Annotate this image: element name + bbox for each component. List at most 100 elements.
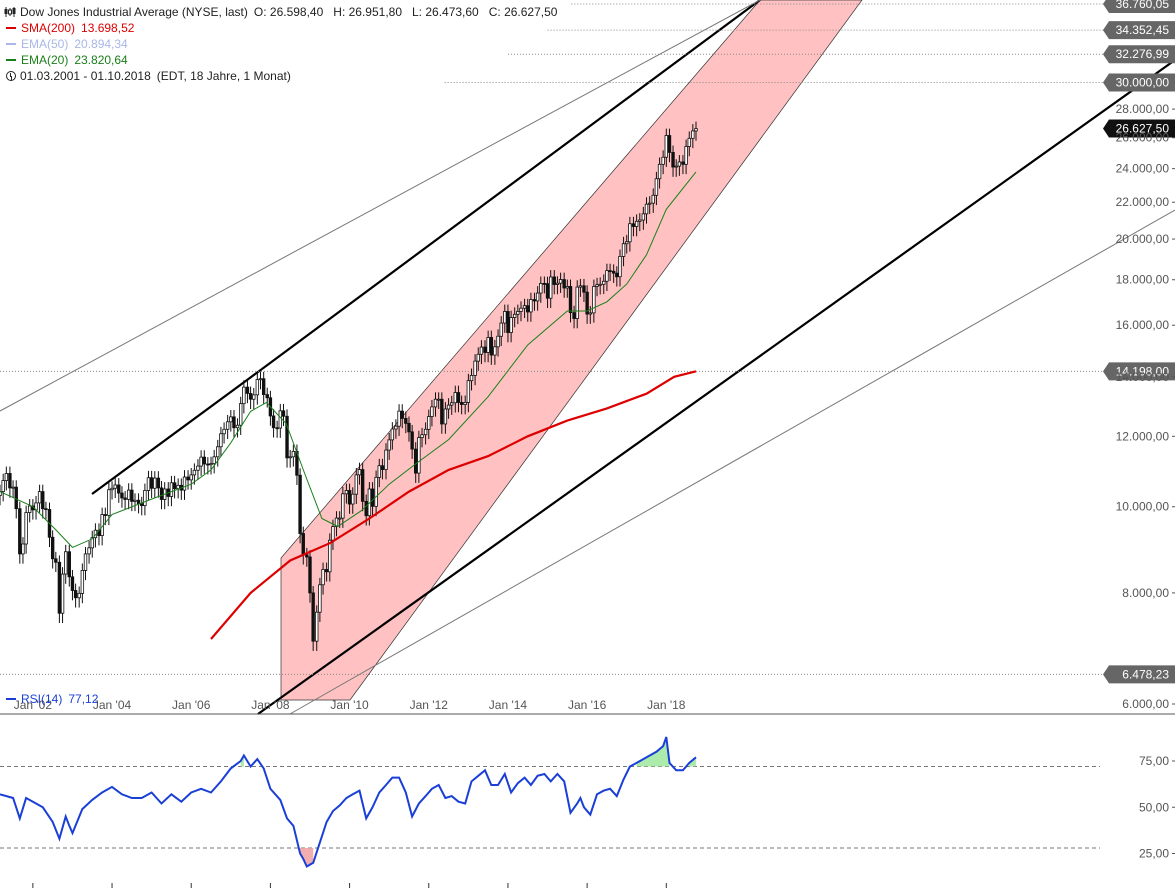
candle[interactable]: [153, 471, 157, 499]
candle[interactable]: [394, 419, 398, 439]
candle[interactable]: [225, 414, 230, 440]
candle[interactable]: [526, 298, 530, 322]
candle[interactable]: [113, 478, 117, 499]
candle[interactable]: [496, 329, 500, 357]
candle[interactable]: [149, 470, 154, 499]
candle[interactable]: [443, 402, 448, 434]
candle[interactable]: [558, 272, 563, 293]
candle[interactable]: [354, 467, 359, 504]
candle[interactable]: [229, 409, 233, 432]
candle[interactable]: [44, 501, 48, 520]
candle[interactable]: [459, 395, 464, 415]
candle[interactable]: [397, 404, 401, 436]
candle[interactable]: [126, 483, 131, 510]
candle[interactable]: [235, 418, 240, 438]
candle[interactable]: [430, 400, 434, 427]
candle[interactable]: [31, 499, 35, 520]
candle[interactable]: [582, 278, 586, 302]
candle[interactable]: [318, 577, 322, 622]
candle[interactable]: [24, 505, 28, 554]
candle[interactable]: [552, 270, 556, 295]
candle[interactable]: [493, 339, 497, 365]
candle[interactable]: [34, 496, 38, 520]
candle[interactable]: [360, 462, 365, 512]
candle[interactable]: [196, 459, 200, 481]
lower-trendline-black[interactable]: [257, 59, 1175, 715]
candle[interactable]: [618, 249, 622, 287]
sma200-line[interactable]: [210, 370, 697, 640]
candle[interactable]: [516, 304, 520, 325]
candle[interactable]: [351, 487, 355, 514]
candle[interactable]: [271, 409, 276, 438]
candle[interactable]: [209, 456, 213, 475]
candle[interactable]: [568, 279, 573, 323]
candle[interactable]: [70, 569, 75, 601]
candle[interactable]: [202, 450, 206, 474]
candle[interactable]: [440, 392, 444, 434]
candle[interactable]: [509, 310, 513, 343]
upper-trendline-long[interactable]: [261, 0, 761, 370]
candle[interactable]: [687, 131, 691, 157]
candle[interactable]: [463, 395, 467, 415]
candle[interactable]: [404, 411, 408, 434]
candle[interactable]: [186, 470, 190, 490]
candle[interactable]: [315, 605, 319, 651]
candle[interactable]: [258, 371, 263, 390]
candle[interactable]: [298, 468, 302, 544]
candle[interactable]: [1, 473, 5, 502]
candle[interactable]: [677, 155, 682, 176]
candle[interactable]: [641, 206, 646, 230]
candle[interactable]: [311, 586, 315, 651]
price-pane[interactable]: [0, 0, 1175, 715]
candle[interactable]: [602, 274, 606, 295]
candle[interactable]: [80, 563, 85, 604]
candle[interactable]: [413, 442, 418, 483]
candle[interactable]: [192, 463, 197, 485]
candle[interactable]: [427, 409, 431, 440]
rsi-pane[interactable]: [0, 736, 1100, 868]
candle[interactable]: [341, 486, 345, 528]
rsi-legend[interactable]: RSI(14) 77,12: [4, 692, 98, 706]
candle[interactable]: [647, 196, 652, 214]
candle[interactable]: [473, 354, 477, 386]
candle[interactable]: [347, 483, 352, 514]
candle[interactable]: [466, 373, 471, 413]
candle[interactable]: [611, 264, 616, 283]
candle[interactable]: [542, 276, 547, 294]
candle[interactable]: [37, 484, 42, 513]
upper-trendline-2002-2007[interactable]: [91, 368, 263, 495]
candle[interactable]: [60, 567, 65, 623]
indicator-sma200[interactable]: SMA(200) 13.698,52: [4, 20, 557, 36]
candle[interactable]: [166, 482, 170, 507]
candle[interactable]: [288, 449, 292, 468]
candle[interactable]: [321, 562, 325, 595]
candle[interactable]: [4, 466, 9, 491]
candle[interactable]: [41, 484, 45, 519]
candle[interactable]: [261, 371, 266, 405]
candle[interactable]: [73, 583, 78, 608]
candle[interactable]: [8, 466, 12, 498]
candle[interactable]: [64, 544, 68, 584]
candle[interactable]: [423, 422, 428, 445]
candle[interactable]: [172, 475, 177, 499]
candle[interactable]: [133, 493, 137, 512]
candle[interactable]: [400, 404, 404, 429]
candle[interactable]: [625, 234, 629, 254]
candle[interactable]: [529, 292, 533, 322]
candle[interactable]: [410, 424, 414, 459]
candle[interactable]: [199, 450, 203, 476]
candle[interactable]: [57, 555, 62, 623]
candle[interactable]: [638, 213, 642, 232]
candle[interactable]: [265, 387, 269, 408]
candle[interactable]: [54, 551, 58, 573]
candle[interactable]: [512, 307, 517, 328]
candle[interactable]: [123, 491, 127, 510]
candle[interactable]: [506, 304, 510, 343]
candle[interactable]: [592, 279, 596, 323]
candle[interactable]: [555, 276, 560, 295]
candle[interactable]: [417, 430, 421, 483]
price-marker-label[interactable]: 30.000,00: [1103, 73, 1175, 92]
ema20-line[interactable]: [0, 171, 697, 548]
candle[interactable]: [667, 128, 672, 163]
candle[interactable]: [232, 409, 236, 438]
